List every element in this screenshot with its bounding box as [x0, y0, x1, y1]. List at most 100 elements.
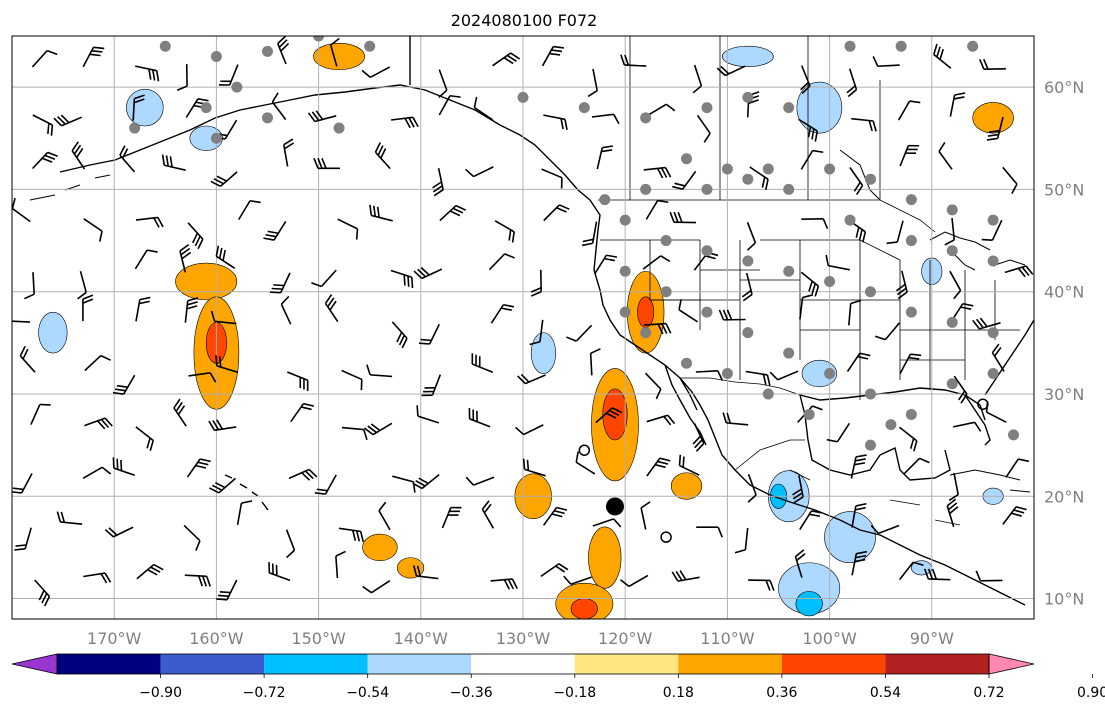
station-dot	[824, 368, 836, 380]
wind-barb	[566, 324, 593, 342]
longitude-label: 100°W	[802, 629, 857, 648]
wind-barb	[678, 299, 698, 323]
wind-barb	[473, 96, 494, 121]
anomaly-region	[670, 472, 703, 500]
wind-barb	[800, 149, 824, 170]
wind-barb	[263, 220, 287, 241]
station-dot	[824, 163, 836, 175]
station-dot	[824, 275, 836, 287]
wind-barb	[746, 222, 757, 251]
wind-barb	[313, 158, 340, 170]
station-dot	[1008, 429, 1020, 441]
wind-barb	[390, 269, 414, 289]
anomaly-region	[796, 81, 843, 134]
wind-barb	[826, 422, 851, 443]
wind-barb	[903, 457, 930, 475]
wind-barb	[517, 373, 546, 385]
wind-barb	[1005, 458, 1029, 478]
wind-barb	[886, 220, 904, 245]
wind-barb	[12, 197, 31, 223]
wind-barb	[82, 294, 94, 322]
wind-barb	[646, 103, 676, 117]
wind-barb	[541, 168, 563, 189]
station-dot	[200, 102, 212, 114]
wind-barb	[897, 100, 921, 121]
wind-barb	[184, 297, 199, 323]
wind-barb	[19, 345, 36, 373]
wind-barb	[391, 116, 419, 129]
wind-barb	[872, 56, 900, 68]
wind-barb	[135, 65, 160, 82]
longitude-label: 110°W	[700, 629, 755, 648]
wind-barb	[846, 352, 871, 372]
station-dot	[619, 306, 631, 318]
anomaly-region	[126, 88, 164, 127]
colorbar-tick-label: 0.54	[870, 685, 901, 701]
station-dot	[231, 81, 243, 93]
anomaly-region	[588, 526, 622, 589]
map-title: 2024080100 F072	[451, 11, 598, 30]
wind-barb	[418, 323, 441, 345]
station-dot	[578, 102, 590, 114]
wind-barb	[642, 255, 671, 270]
station-dot	[742, 255, 754, 267]
station-dot	[905, 235, 917, 247]
wind-barb	[341, 426, 368, 441]
wind-barb	[587, 68, 598, 98]
station-dot	[742, 91, 754, 103]
wind-barb	[644, 322, 672, 335]
wind-barb	[311, 269, 337, 288]
graticule-layer	[12, 36, 1034, 619]
wind-barb	[184, 574, 211, 587]
wind-barb	[271, 92, 287, 121]
wind-barb	[285, 529, 296, 559]
wind-barb	[749, 166, 769, 190]
wind-barb	[71, 141, 86, 170]
longitude-label: 130°W	[496, 629, 551, 648]
wind-barb	[218, 64, 239, 86]
anomaly-region	[570, 598, 598, 619]
station-dot	[619, 265, 631, 277]
wind-barb	[468, 408, 491, 428]
wind-barb	[83, 218, 103, 242]
wind-barb	[186, 458, 211, 478]
anomaly-region	[721, 45, 774, 67]
station-dot	[905, 306, 917, 318]
wind-barb	[12, 473, 33, 494]
wind-barb	[944, 217, 956, 246]
wind-barb	[32, 151, 58, 170]
station-dot	[864, 439, 876, 451]
wind-barb	[745, 370, 771, 386]
wind-barb	[361, 66, 391, 79]
station-dot	[640, 112, 652, 124]
wind-barb	[646, 414, 676, 426]
wind-barb	[492, 52, 521, 67]
station-dot	[599, 194, 611, 206]
colorbar-tick-label: 0.36	[766, 685, 797, 701]
wind-barb	[236, 500, 253, 525]
colorbar-segment	[367, 654, 472, 674]
colorbar-tick-label: −0.18	[553, 685, 596, 701]
wind-barb	[543, 114, 568, 131]
wind-barb	[238, 199, 261, 221]
wind-barb	[991, 343, 1005, 372]
anomaly-region	[801, 359, 838, 388]
anomaly-region	[637, 296, 655, 328]
colorbar-segment	[160, 654, 265, 674]
station-dot	[946, 245, 958, 257]
anomaly-region	[972, 102, 1014, 134]
wind-barb	[490, 578, 518, 590]
anomaly-region	[530, 332, 557, 374]
wind-barb	[716, 65, 746, 77]
longitude-tick-labels: 170°W 160°W 150°W 140°W 130°W 120°W 110°W 100°W…	[87, 629, 954, 648]
station-dot	[987, 368, 999, 380]
wind-barb	[722, 412, 749, 426]
wind-barb	[210, 171, 238, 188]
open-circle-marker	[977, 398, 989, 410]
wind-barb	[672, 170, 697, 190]
station-dot	[262, 112, 273, 124]
wind-barb	[215, 245, 236, 269]
wind-barb	[953, 375, 968, 404]
wind-barb	[848, 299, 862, 326]
station-dot	[313, 36, 325, 42]
